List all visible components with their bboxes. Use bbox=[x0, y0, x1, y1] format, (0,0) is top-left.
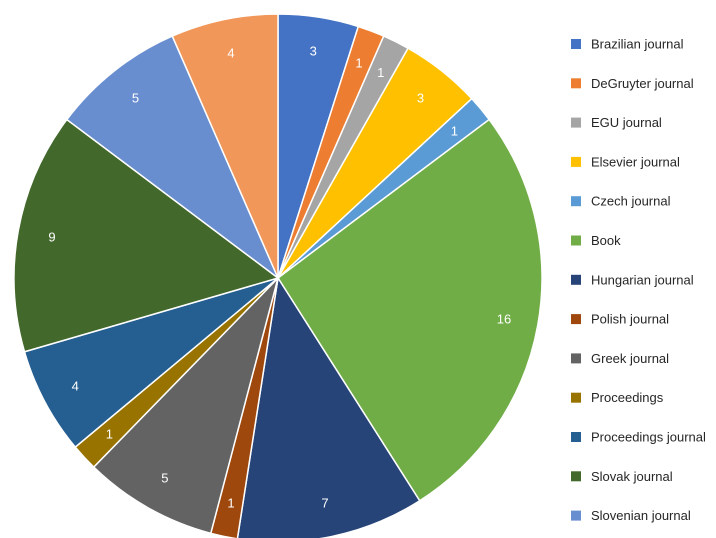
pie-slice-polish-journal bbox=[92, 275, 280, 535]
legend-item: Czech journal bbox=[571, 194, 671, 209]
legend-swatch bbox=[571, 78, 581, 89]
legend-swatch bbox=[571, 392, 581, 403]
slice-value-label: 16 bbox=[497, 312, 511, 327]
slice-value-label: 1 bbox=[377, 65, 384, 80]
pie-slices bbox=[13, 13, 543, 538]
pie-slice-proceedings bbox=[23, 277, 279, 449]
legend-label: EGU journal bbox=[591, 115, 662, 130]
legend-item: Hungarian journal bbox=[571, 272, 694, 287]
legend-swatch bbox=[571, 471, 581, 482]
legend-item: Slovak journal bbox=[571, 469, 673, 484]
legend-label: Slovenian journal bbox=[591, 508, 691, 523]
legend-item: Proceedings bbox=[571, 390, 664, 405]
legend-swatch bbox=[571, 314, 581, 325]
slice-value-label: 1 bbox=[227, 495, 234, 510]
slice-value-label: 1 bbox=[106, 427, 113, 442]
legend-label: Czech journal bbox=[591, 194, 671, 209]
legend-swatch bbox=[571, 156, 581, 167]
slice-value-label: 7 bbox=[321, 495, 328, 510]
slice-value-label: 3 bbox=[310, 44, 317, 59]
legend-item: Greek journal bbox=[571, 351, 669, 366]
slice-value-label: 4 bbox=[227, 46, 234, 61]
slice-value-label: 9 bbox=[48, 229, 55, 244]
pie-slice-slovak-journal bbox=[65, 35, 280, 281]
pie-slice-book bbox=[276, 118, 543, 502]
legend-label: Brazilian journal bbox=[591, 37, 684, 52]
legend-swatch bbox=[571, 274, 581, 285]
legend-item: Book bbox=[571, 233, 621, 248]
legend-swatch bbox=[571, 353, 581, 364]
legend-item: Slovenian journal bbox=[571, 508, 691, 523]
legend-item: EGU journal bbox=[571, 115, 662, 130]
legend-item: DeGruyter journal bbox=[571, 76, 694, 91]
legend-label: Hungarian journal bbox=[591, 272, 694, 287]
pie-slice-hungarian-journal bbox=[236, 275, 421, 538]
legend-swatch bbox=[571, 510, 581, 521]
slice-value-label: 5 bbox=[132, 90, 139, 105]
legend-label: Slovak journal bbox=[591, 469, 673, 484]
legend-item: Elsevier journal bbox=[571, 154, 680, 169]
slice-value-label: 1 bbox=[451, 123, 458, 138]
legend-label: Book bbox=[591, 233, 621, 248]
slice-value-label: 3 bbox=[417, 90, 424, 105]
legend-label: DeGruyter journal bbox=[591, 76, 694, 91]
pie-slice-proceedings-journal bbox=[13, 118, 280, 353]
legend-swatch bbox=[571, 235, 581, 246]
legend-swatch bbox=[571, 196, 581, 207]
slice-value-label: 4 bbox=[72, 378, 79, 393]
legend-swatch bbox=[571, 432, 581, 442]
legend-label: Elsevier journal bbox=[591, 154, 680, 169]
slice-value-label: 1 bbox=[355, 56, 362, 71]
legend-item: Brazilian journal bbox=[571, 37, 684, 52]
legend-swatch bbox=[571, 117, 581, 128]
slice-value-label: 5 bbox=[161, 470, 168, 485]
pie-slice-slovenian-journal bbox=[171, 13, 279, 279]
legend: Brazilian journal DeGruyter journal EGU jo… bbox=[571, 37, 706, 523]
legend-swatch bbox=[571, 39, 581, 49]
legend-item: Polish journal bbox=[571, 312, 669, 327]
legend-label: Proceedings bbox=[591, 390, 664, 405]
legend-label: Proceedings journal bbox=[591, 430, 706, 445]
legend-item: Proceedings journal bbox=[571, 430, 706, 445]
legend-label: Greek journal bbox=[591, 351, 669, 366]
legend-label: Polish journal bbox=[591, 312, 669, 327]
